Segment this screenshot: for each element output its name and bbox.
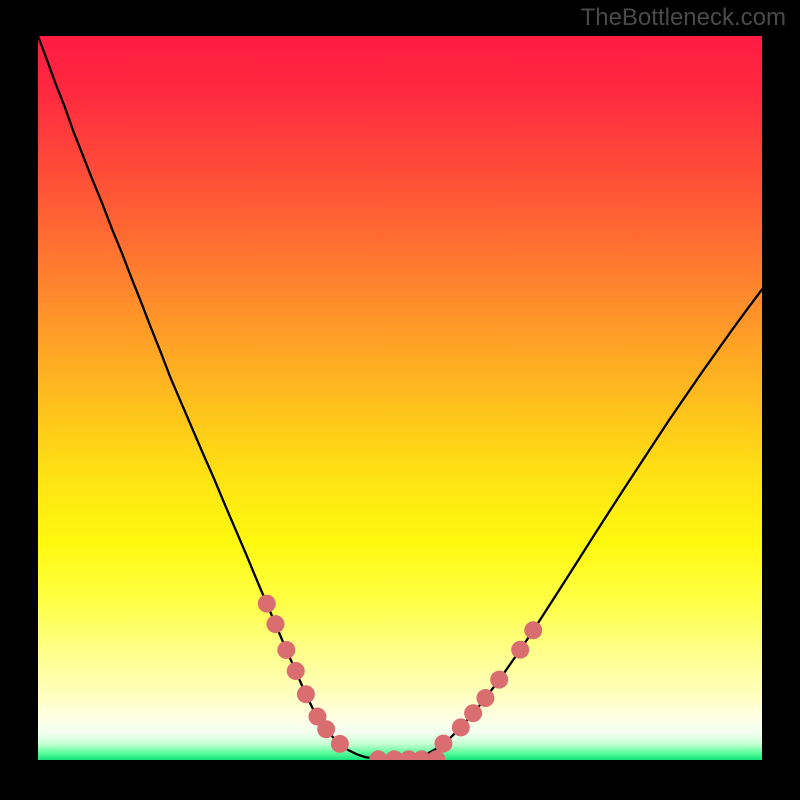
watermark-text: TheBottleneck.com <box>581 4 786 32</box>
data-marker <box>331 735 349 753</box>
data-marker <box>452 718 470 736</box>
data-marker <box>277 641 295 659</box>
data-marker <box>511 641 529 659</box>
data-marker <box>317 720 335 738</box>
data-marker <box>369 750 387 760</box>
data-marker <box>258 595 276 613</box>
data-marker <box>524 621 542 639</box>
plot-area <box>38 36 762 760</box>
figure-root: TheBottleneck.com <box>0 0 800 800</box>
data-marker <box>490 671 508 689</box>
bottleneck-curve-layer <box>38 36 762 760</box>
curve-right <box>391 289 762 759</box>
data-marker <box>297 685 315 703</box>
data-marker <box>287 662 305 680</box>
data-marker <box>266 615 284 633</box>
data-marker <box>476 689 494 707</box>
data-marker <box>434 735 452 753</box>
data-marker <box>464 704 482 722</box>
curve-left <box>38 36 391 760</box>
